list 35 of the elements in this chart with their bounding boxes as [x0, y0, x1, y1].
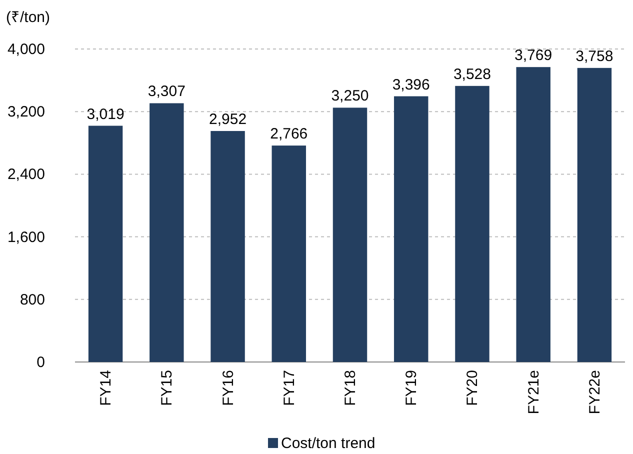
data-label: 3,758	[576, 48, 614, 65]
y-tick-label: 2,400	[7, 166, 45, 184]
data-label: 2,766	[270, 126, 308, 143]
data-label: 3,528	[453, 66, 491, 83]
bar	[455, 86, 490, 362]
data-label: 3,250	[331, 88, 369, 105]
bar	[210, 131, 245, 362]
bar	[577, 68, 612, 362]
y-tick-label: 800	[20, 291, 45, 308]
x-tick-label: FY15	[158, 370, 176, 406]
x-tick-label: FY16	[220, 370, 237, 406]
legend-label: Cost/ton trend	[281, 435, 376, 452]
bar	[88, 126, 123, 362]
y-tick-label: 0	[36, 354, 45, 371]
x-tick-label: FY22e	[586, 370, 604, 414]
data-label: 2,952	[209, 111, 247, 128]
data-label: 3,769	[514, 47, 552, 64]
x-tick-label: FY18	[342, 370, 359, 406]
bar	[516, 67, 550, 362]
bar	[332, 108, 368, 362]
bar	[150, 103, 184, 362]
data-label: 3,396	[392, 76, 430, 94]
data-label: 3,307	[148, 83, 186, 100]
y-axis-title: (₹/ton)	[6, 9, 50, 26]
y-tick-label: 1,600	[7, 228, 45, 246]
x-tick-label: FY17	[280, 370, 298, 406]
x-tick-label: FY14	[98, 370, 115, 406]
x-tick-label: FY21e	[525, 370, 542, 414]
bar	[272, 146, 306, 362]
bar	[394, 96, 428, 362]
x-tick-label: FY20	[464, 370, 482, 406]
data-label: 3,019	[86, 106, 124, 123]
y-tick-label: 3,200	[7, 104, 45, 121]
y-tick-label: 4,000	[7, 41, 45, 58]
x-tick-label: FY19	[403, 370, 420, 406]
